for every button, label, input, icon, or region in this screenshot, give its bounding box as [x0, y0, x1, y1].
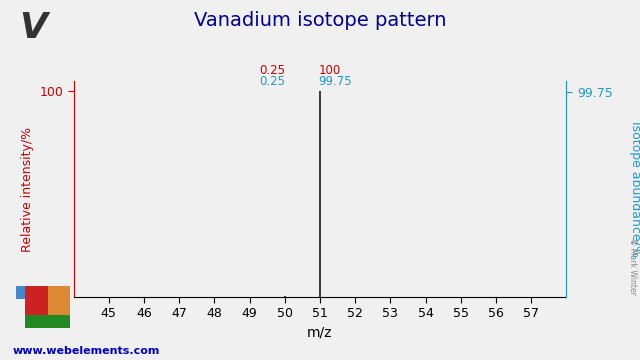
Text: © Mark Winter: © Mark Winter	[628, 238, 637, 295]
Text: www.webelements.com: www.webelements.com	[13, 346, 160, 356]
Text: 99.75: 99.75	[318, 75, 352, 88]
Bar	[25, 315, 70, 328]
Bar	[25, 286, 47, 315]
Text: Vanadium isotope pattern: Vanadium isotope pattern	[194, 11, 446, 30]
Bar	[16, 286, 25, 299]
Y-axis label: Isotope abundance/%: Isotope abundance/%	[629, 121, 640, 257]
Bar	[47, 286, 70, 315]
Text: 0.25: 0.25	[259, 75, 285, 88]
Text: V: V	[19, 11, 47, 45]
Y-axis label: Relative intensity/%: Relative intensity/%	[20, 126, 34, 252]
X-axis label: m/z: m/z	[307, 326, 333, 340]
Text: 100: 100	[318, 64, 340, 77]
Text: 0.25: 0.25	[259, 64, 285, 77]
